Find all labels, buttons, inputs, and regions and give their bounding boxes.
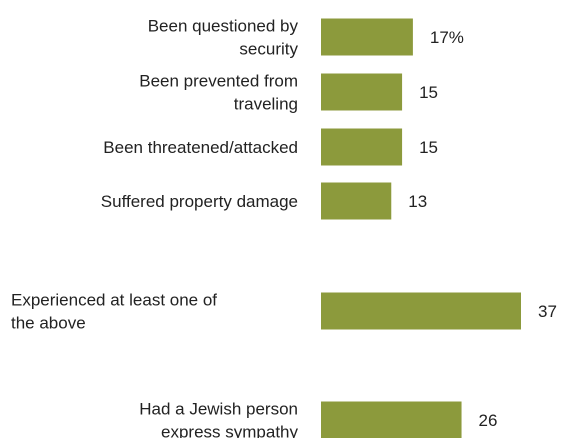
- bars-group: [321, 18, 521, 438]
- category-label-6: Had a Jewish person express sympathy: [139, 400, 298, 438]
- category-label-5: Experienced at least one of the above: [11, 291, 217, 333]
- category-label-line: Experienced at least one of: [11, 291, 217, 310]
- category-label-2: Been prevented from traveling: [139, 72, 298, 114]
- category-label-line: Suffered property damage: [101, 192, 298, 211]
- value-label-6: 26: [479, 411, 498, 430]
- category-label-line: security: [239, 40, 298, 59]
- value-label-1: 17%: [430, 28, 464, 47]
- value-label-3: 15: [419, 138, 438, 157]
- category-label-line: traveling: [234, 95, 298, 114]
- bar-1: [321, 18, 413, 56]
- category-label-1: Been questioned by security: [148, 17, 299, 59]
- category-label-line: Been threatened/attacked: [103, 138, 298, 157]
- bar-2: [321, 73, 403, 111]
- category-label-3: Been threatened/attacked: [103, 138, 298, 157]
- bar-6: [321, 401, 462, 438]
- value-label-4: 13: [408, 192, 427, 211]
- value-label-5: 37: [538, 302, 557, 321]
- value-label-2: 15: [419, 83, 438, 102]
- category-label-line: Been questioned by: [148, 17, 299, 36]
- bar-3: [321, 128, 403, 166]
- bar-4: [321, 182, 392, 220]
- category-label-line: Had a Jewish person: [139, 400, 298, 419]
- category-label-line: the above: [11, 314, 86, 333]
- category-label-line: Been prevented from: [139, 72, 298, 91]
- value-labels-group: 17% 15 15 13 37 26: [408, 28, 557, 430]
- category-labels-group: Been questioned by security Been prevented…: [11, 17, 298, 438]
- bar-5: [321, 292, 521, 330]
- category-label-4: Suffered property damage: [101, 192, 298, 211]
- category-label-line: express sympathy: [161, 423, 298, 438]
